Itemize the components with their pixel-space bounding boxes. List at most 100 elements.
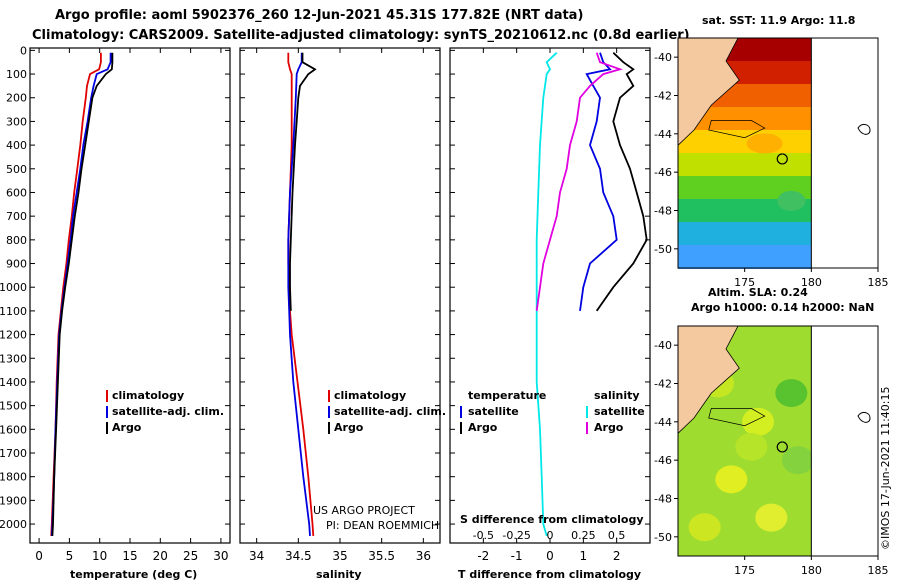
xtick-label: 34 <box>249 549 264 563</box>
xtick-label: 35.5 <box>368 549 395 563</box>
legend-t-argo: Argo <box>468 421 498 434</box>
figure-title-line1: Argo profile: aoml 5902376_260 12-Jun-20… <box>55 8 583 23</box>
ytick-label: 700 <box>6 210 27 223</box>
ytick-label: 600 <box>6 186 27 199</box>
sla-blob <box>742 407 774 436</box>
series-climatology <box>287 52 315 536</box>
s-xtick-label: -0.25 <box>502 529 530 542</box>
credit-line2: PI: DEAN ROEMMICH <box>326 519 439 532</box>
map-ytick-label: -50 <box>654 243 672 256</box>
ytick-label: 1200 <box>0 329 27 342</box>
legend-temperature-title: temperature <box>468 389 546 402</box>
figure-title-line2: Climatology: CARS2009. Satellite-adjuste… <box>32 28 690 43</box>
series-t-satellite <box>579 52 618 312</box>
ytick-label: 800 <box>6 234 27 247</box>
s-xtick-label: 0.5 <box>608 529 626 542</box>
ytick-label: 1800 <box>0 471 27 484</box>
difference-xlabel: T difference from climatology <box>458 568 641 580</box>
difference-panel <box>449 47 651 544</box>
legend-argo-sal: Argo <box>334 421 364 434</box>
island-outline <box>857 411 871 423</box>
xtick-label: 0 <box>546 549 554 563</box>
ytick-label: 1900 <box>0 494 27 507</box>
legend-s-satellite: satellite <box>594 405 645 418</box>
legend-salinity-title: salinity <box>594 389 640 402</box>
sst-band <box>678 153 812 177</box>
legend-satellite-sal: satellite-adj. clim. <box>334 405 446 418</box>
difference-legend: temperature satellite Argo salinity sate… <box>460 389 645 434</box>
xtick-label: -2 <box>477 549 489 563</box>
temperature-panel <box>29 47 231 544</box>
xtick-label: -1 <box>511 549 523 563</box>
xtick-label: 20 <box>153 549 168 563</box>
map-ytick-label: -44 <box>654 128 672 141</box>
difference-xlabel-top: S difference from climatology <box>460 513 644 526</box>
ytick-label: 1700 <box>0 447 27 460</box>
series-argo <box>289 52 317 311</box>
map-ytick-label: -42 <box>654 378 672 391</box>
xtick-label: 25 <box>183 549 198 563</box>
sla-blob <box>735 432 768 461</box>
map-ytick-label: -48 <box>654 205 672 218</box>
xtick-label: 0 <box>35 549 43 563</box>
sla-map: -40 -42 -44 -46 -48 -50 175 180 185 <box>654 325 889 577</box>
series-t-argo <box>595 52 648 312</box>
salinity-xlabel: salinity <box>316 568 362 580</box>
ytick-label: 900 <box>6 258 27 271</box>
s-xtick-label: -0.5 <box>473 529 494 542</box>
map-frame <box>677 37 879 269</box>
ytick-label: 1100 <box>0 305 27 318</box>
map-frame <box>677 325 879 557</box>
map-ytick-label: -40 <box>654 51 672 64</box>
ytick-label: 1600 <box>0 423 27 436</box>
ytick-label: 1000 <box>0 281 27 294</box>
no-data-area <box>811 38 878 268</box>
ytick-label: 200 <box>6 92 27 105</box>
map-xtick-label: 180 <box>801 276 822 289</box>
legend-climatology-temp: climatology <box>112 389 184 402</box>
no-data-area <box>811 326 878 556</box>
contour <box>708 408 766 427</box>
xtick-label: 35 <box>332 549 347 563</box>
map-ytick-label: -46 <box>654 166 672 179</box>
map-ytick-label: -46 <box>654 454 672 467</box>
series-t-satellite-deep- <box>535 52 558 537</box>
sla-blob <box>688 513 721 542</box>
s-xtick-label: 0 <box>547 529 554 542</box>
sst-patch <box>777 190 806 211</box>
xtick-label: 10 <box>92 549 107 563</box>
land <box>677 37 740 147</box>
map-xtick-label: 180 <box>801 564 822 577</box>
temperature-xlabel: temperature (deg C) <box>70 568 197 580</box>
sla-blob <box>755 503 788 532</box>
series-argo <box>51 52 114 536</box>
credit-line1: US ARGO PROJECT <box>313 504 415 517</box>
xtick-label: 1 <box>580 549 588 563</box>
ytick-label: 1400 <box>0 376 27 389</box>
footer-timestamp: ©IMOS 17-Jun-2021 11:40:15 <box>879 386 892 550</box>
ytick-label: 300 <box>6 115 27 128</box>
salinity-plot: 34 34.5 35 35.5 36 <box>240 48 440 563</box>
ytick-label: 1500 <box>0 400 27 413</box>
sst-band <box>678 245 812 269</box>
sst-patch <box>746 133 783 154</box>
map-ytick-label: -40 <box>654 339 672 352</box>
sst-band <box>678 130 812 154</box>
series-satellite-adj-clim- <box>287 52 311 536</box>
series-satellite-adj-clim- <box>50 52 112 536</box>
map-ytick-label: -44 <box>654 416 672 429</box>
sla-map-title-line2: Argo h1000: 0.14 h2000: NaN <box>691 301 874 314</box>
land <box>677 325 740 435</box>
island-outline <box>857 123 871 135</box>
sla-map-title-line1: Altim. SLA: 0.24 <box>708 286 808 299</box>
xtick-label: 15 <box>122 549 137 563</box>
s-xtick-label: 0.25 <box>571 529 596 542</box>
sst-band <box>678 222 812 246</box>
sla-blob <box>782 446 814 475</box>
salinity-legend: climatology satellite-adj. clim. Argo <box>328 389 446 434</box>
series-s-argo <box>535 52 623 312</box>
legend-s-argo: Argo <box>594 421 624 434</box>
xtick-label: 36 <box>416 549 431 563</box>
legend-satellite-temp: satellite-adj. clim. <box>112 405 224 418</box>
